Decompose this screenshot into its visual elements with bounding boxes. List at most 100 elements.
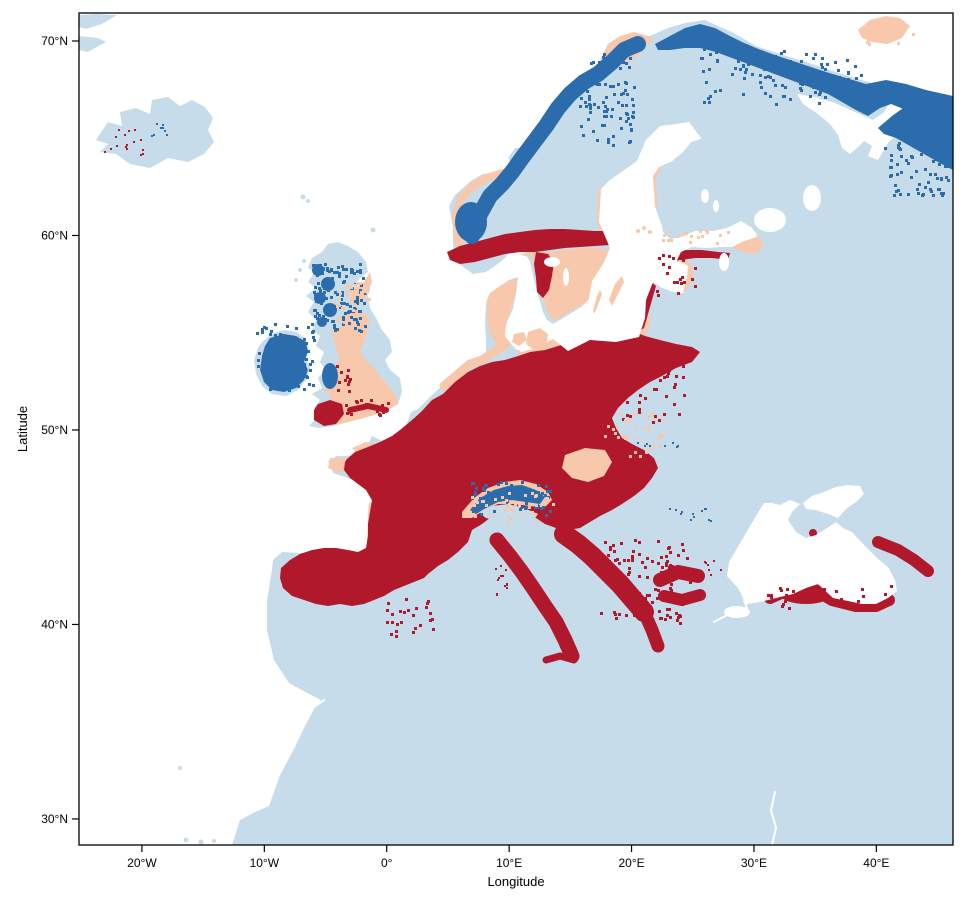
kola-coast-loss-speckle-dot	[870, 29, 873, 32]
lapland-gain-speckle-dot	[584, 101, 587, 104]
greece-stable-speckle-dot	[666, 592, 669, 595]
kola-gain-speckle-dot	[714, 90, 717, 93]
ireland-gain-speckle-dot	[268, 372, 271, 375]
balkan-stable-speckle-dot	[638, 541, 641, 544]
east-fringe-loss-speckle-dot	[662, 419, 665, 422]
iceland-stable-speckle-dot	[125, 146, 127, 148]
balkan-stable-speckle-dot	[620, 542, 623, 545]
ne-russia-gain-speckle-dot	[913, 145, 916, 148]
east-fringe-loss-speckle-dot	[617, 436, 620, 439]
kola-gain-speckle-dot	[701, 57, 704, 60]
devon-stable	[314, 400, 344, 426]
ne-russia-gain-speckle-dot	[942, 192, 945, 195]
lapland-gain-speckle-dot	[621, 104, 624, 107]
kola-gain-speckle-dot	[834, 88, 837, 91]
lapland-gain-speckle-dot	[612, 144, 615, 147]
greece-stable-speckle-dot	[646, 594, 649, 597]
kola-gain-speckle-dot	[775, 103, 778, 106]
east-fringe-loss-speckle-dot	[644, 442, 647, 445]
ireland-gain-speckle-dot	[287, 364, 290, 367]
balkan-stable-speckle-dot	[627, 573, 630, 576]
balkan-range-stable	[653, 565, 705, 587]
east-fringe-loss-speckle-dot	[649, 414, 652, 417]
crete	[676, 711, 710, 723]
east-fringe-loss-speckle-dot	[634, 427, 637, 430]
ne-russia-gain-speckle-dot	[916, 188, 919, 191]
iceland-stable-speckle-dot	[116, 145, 118, 147]
map-layers	[79, 14, 953, 845]
estonia-stable-speckle-dot	[662, 254, 665, 257]
ne-russia-gain-speckle-dot	[938, 163, 941, 166]
scotland-loss-speckle-dot	[352, 309, 355, 312]
welsh-border-stable-speckle-dot	[348, 390, 351, 393]
scotland-gain-speckle-dot	[341, 265, 344, 268]
scotland-gain-speckle-dot	[356, 270, 359, 273]
ireland-gain-speckle-dot	[274, 334, 277, 337]
scotland-gain-speckle-dot	[331, 277, 334, 280]
east-fringe-loss-speckle-dot	[624, 437, 627, 440]
istanbul-stable-speckle-dot	[713, 560, 715, 562]
pontic-stable-speckle-dot	[792, 594, 795, 597]
kola-gain-speckle-dot	[822, 79, 825, 82]
scotland-gain-speckle-dot	[359, 271, 362, 274]
lapland-gain-speckle-dot	[617, 83, 620, 86]
south-england-stable-speckle-dot	[345, 404, 348, 407]
lapland-gain-speckle-dot	[597, 106, 600, 109]
kola-gain-speckle-dot	[847, 78, 850, 81]
alps-gain-speckle-dot	[510, 484, 513, 487]
east-fringe-loss-speckle-dot	[626, 420, 629, 423]
finland-coast-loss-speckle-dot	[690, 235, 693, 238]
kola-gain-speckle-dot	[742, 64, 745, 67]
ne-russia-gain-speckle-dot	[899, 193, 902, 196]
central-spain-stable-speckle-dot	[395, 630, 398, 633]
orkney	[348, 249, 354, 255]
scotland-gain-speckle-dot	[336, 271, 339, 274]
kola-coast-loss-speckle-dot	[881, 24, 884, 27]
east-edge-stable-speckle-dot	[675, 375, 678, 378]
balkan-stable-speckle-dot	[667, 578, 670, 581]
east-fringe-loss-speckle-dot	[645, 451, 648, 454]
corsica-stable-speckle-dot	[495, 568, 497, 570]
pontic-stable-speckle-dot	[767, 594, 770, 597]
scotland-gain-speckle-dot	[359, 263, 362, 266]
scotland-gain-speckle-dot	[345, 275, 348, 278]
scotland-gain-speckle-dot	[328, 270, 331, 273]
lapland-gain-speckle-dot	[632, 111, 635, 114]
south-england-stable-speckle	[345, 399, 390, 417]
scotland-gain-speckle-dot	[357, 323, 360, 326]
sardinia	[485, 596, 507, 648]
greece-stable-speckle-dot	[669, 599, 672, 602]
estonia-stable-speckle-dot	[680, 282, 683, 285]
ne-russia-gain-speckle-dot	[907, 193, 910, 196]
pontic-stable-speckle-dot	[770, 594, 773, 597]
pontic-stable-speckle-dot	[786, 588, 789, 591]
pontic-stable-speckle-dot	[857, 600, 860, 603]
lapland-gain-speckle-dot	[610, 115, 613, 118]
alps-gain-speckle-dot	[500, 481, 503, 484]
scotland-loss-speckle-dot	[347, 291, 350, 294]
lapland-gain-speckle-dot	[632, 104, 635, 107]
kola-gain-speckle-dot	[814, 91, 817, 94]
pontic-stable-speckle-dot	[840, 598, 843, 601]
balkan-stable-speckle-dot	[631, 559, 634, 562]
lapland-gain-speckle-dot	[625, 82, 628, 85]
scotland-loss-speckle-dot	[366, 291, 369, 294]
alps-gain-speckle-dot	[549, 490, 552, 493]
lapland-gain-speckle-dot	[592, 71, 595, 74]
alps-gain-speckle-dot	[497, 483, 500, 486]
scotland-loss-speckle-dot	[350, 300, 353, 303]
alps-loss-speckle-dot	[511, 509, 514, 512]
balkan-stable-speckle-dot	[618, 613, 621, 616]
ne-russia-gain-speckle-dot	[927, 181, 930, 184]
lake-peipus	[719, 253, 729, 271]
ireland-gain-speckle-dot	[287, 342, 290, 345]
istanbul-stable-speckle-dot	[720, 569, 722, 571]
ne-russia-gain-speckle-dot	[932, 160, 935, 163]
scotland-gain-speckle-dot	[325, 297, 328, 300]
estonia-stable-speckle-dot	[679, 278, 682, 281]
madeira	[178, 766, 182, 770]
greece-stable-speckle-dot	[679, 615, 682, 618]
scotland-gain-speckle-dot	[327, 306, 330, 309]
kola-coast-loss-speckle-dot	[878, 38, 881, 41]
